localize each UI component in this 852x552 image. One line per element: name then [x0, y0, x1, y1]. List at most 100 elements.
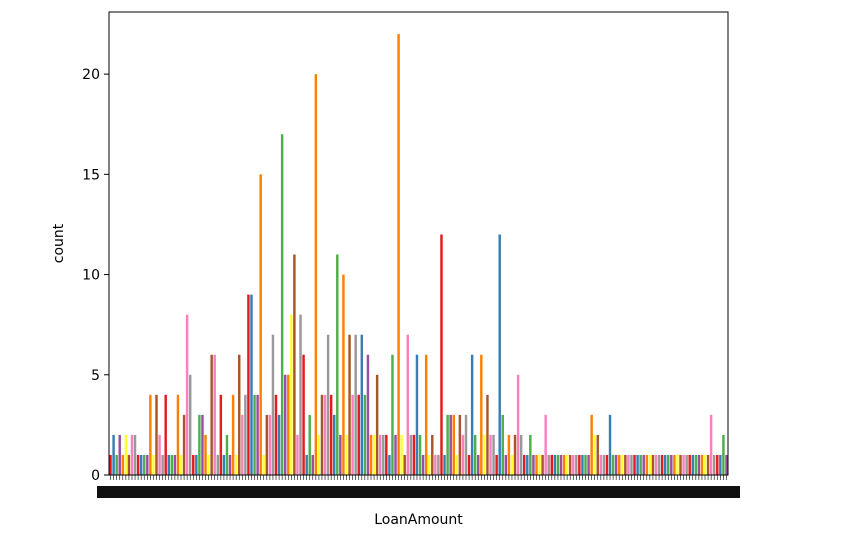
- bar: [578, 454, 581, 475]
- bar: [541, 454, 544, 475]
- bar: [238, 354, 241, 475]
- bar: [697, 454, 701, 475]
- bar: [428, 454, 431, 475]
- bar: [219, 394, 223, 475]
- bar: [519, 434, 523, 475]
- bar: [421, 454, 425, 475]
- bar: [581, 454, 584, 475]
- bar: [614, 454, 618, 475]
- bar: [495, 454, 498, 475]
- bar: [452, 414, 455, 475]
- bar: [722, 434, 725, 475]
- bar: [682, 454, 685, 475]
- bar: [375, 374, 379, 475]
- bar: [513, 434, 517, 475]
- bar: [336, 254, 339, 475]
- bar: [526, 454, 529, 475]
- bar: [648, 454, 652, 475]
- bar: [164, 394, 167, 475]
- bar: [559, 454, 563, 475]
- bar: [489, 434, 492, 475]
- bar: [685, 454, 688, 475]
- bar: [691, 454, 694, 475]
- bar: [133, 434, 137, 475]
- bar: [538, 454, 541, 475]
- y-tick-label: 5: [91, 368, 100, 384]
- bar: [575, 454, 578, 475]
- bar: [351, 394, 354, 475]
- bar: [486, 394, 489, 475]
- bar: [403, 454, 406, 475]
- bar: [188, 374, 192, 475]
- bar: [412, 434, 416, 475]
- bar: [725, 454, 728, 475]
- bar: [522, 454, 526, 475]
- bar: [112, 434, 115, 475]
- bar: [287, 374, 290, 475]
- bar: [415, 354, 419, 475]
- bar: [290, 314, 293, 475]
- bar: [244, 394, 247, 475]
- x-axis-label: LoanAmount: [374, 512, 463, 528]
- bar: [397, 34, 400, 476]
- bar: [317, 434, 321, 475]
- bar: [146, 454, 149, 475]
- bar: [388, 454, 391, 475]
- bar: [565, 454, 569, 475]
- bar: [348, 334, 351, 475]
- bar: [642, 454, 645, 475]
- bar: [424, 354, 428, 475]
- bar: [568, 454, 572, 475]
- bar: [529, 434, 532, 475]
- bar: [532, 454, 535, 475]
- bar: [406, 334, 409, 475]
- bar: [501, 414, 504, 475]
- bar: [195, 454, 198, 475]
- bar: [492, 434, 495, 475]
- bar: [449, 414, 452, 475]
- bar: [590, 414, 593, 475]
- bar: [247, 294, 250, 475]
- bar: [679, 454, 682, 475]
- bar: [611, 454, 615, 475]
- bar: [182, 414, 186, 475]
- bar: [418, 434, 422, 475]
- bar: [593, 434, 596, 475]
- bar: [143, 454, 146, 475]
- bar: [283, 374, 287, 475]
- bar: [605, 454, 609, 475]
- bar: [305, 454, 308, 475]
- bar: [369, 434, 373, 475]
- bar: [676, 454, 679, 475]
- bar: [673, 454, 676, 475]
- bar: [464, 414, 468, 475]
- bar: [587, 454, 590, 475]
- y-tick-label: 15: [82, 167, 100, 183]
- bar: [458, 414, 462, 475]
- bar: [185, 314, 189, 475]
- bar: [308, 414, 311, 475]
- y-axis: 0 5 10 15 20: [82, 67, 109, 484]
- bar: [507, 434, 511, 475]
- bar: [293, 254, 296, 475]
- bar: [201, 414, 204, 475]
- bar: [216, 454, 220, 475]
- bar: [311, 454, 314, 475]
- x-tick-labels-overlapping: [97, 486, 740, 498]
- bar: [271, 334, 275, 475]
- bar: [179, 454, 183, 475]
- bar: [630, 454, 633, 475]
- bar: [477, 454, 480, 475]
- bar: [228, 454, 232, 475]
- bar: [136, 454, 140, 475]
- bar: [688, 454, 691, 475]
- bar: [446, 414, 449, 475]
- bar: [596, 434, 599, 475]
- bar: [121, 454, 125, 475]
- bar: [378, 434, 382, 475]
- bar: [470, 354, 474, 475]
- bar: [483, 434, 486, 475]
- bar: [443, 454, 446, 475]
- bar: [161, 454, 164, 475]
- bar: [320, 394, 324, 475]
